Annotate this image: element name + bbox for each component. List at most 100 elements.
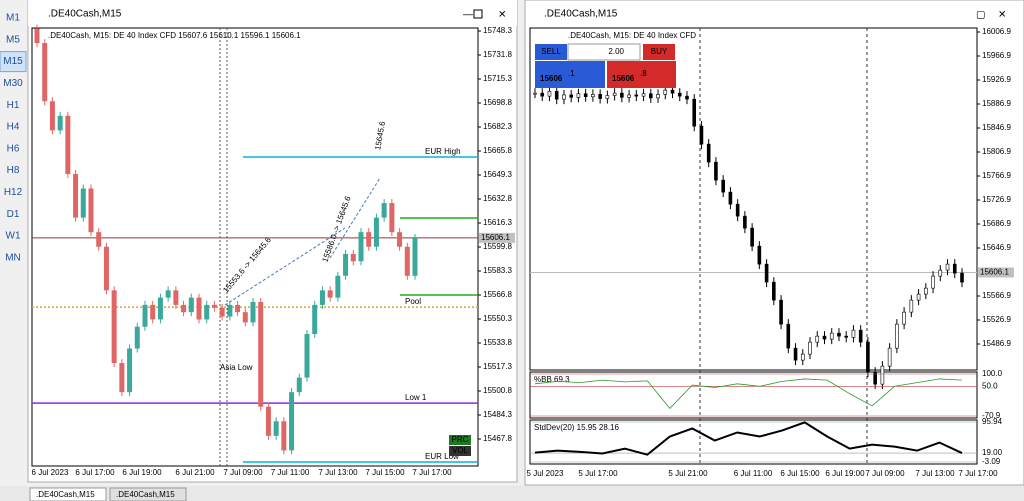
- candle: [412, 237, 418, 276]
- candle: [822, 335, 827, 340]
- candle: [57, 115, 63, 131]
- y-tick-label: 15467.8: [483, 434, 512, 443]
- y-tick-label: 19.00: [982, 448, 1003, 457]
- left-header: .DE40Cash, M15: DE 40 Index CFD 15607.6 …: [48, 31, 301, 40]
- bid-frac: .1: [568, 69, 575, 78]
- candle: [211, 304, 217, 308]
- candle: [569, 94, 573, 98]
- candle: [312, 304, 318, 334]
- candle: [670, 89, 675, 94]
- candle: [808, 341, 812, 355]
- timeframe-button[interactable]: MN: [5, 252, 21, 263]
- candle: [779, 299, 783, 325]
- candle: [389, 203, 395, 233]
- candle: [931, 275, 935, 289]
- candle: [721, 179, 725, 193]
- buy-label: BUY: [651, 47, 668, 56]
- y-tick-label: -70.9: [982, 411, 1001, 420]
- timeframe-button[interactable]: H8: [7, 165, 20, 176]
- tab[interactable]: [29, 487, 107, 501]
- y-tick-label: 15846.9: [982, 123, 1011, 132]
- chart-button-label: VOL: [452, 446, 469, 455]
- candle: [73, 173, 79, 218]
- x-tick-label: 7 Jul 17:00: [412, 468, 452, 477]
- x-tick-label: 6 Jul 17:00: [75, 468, 115, 477]
- timeframe-button[interactable]: H12: [4, 187, 23, 198]
- current-price-box: [978, 267, 1014, 278]
- candle: [250, 301, 256, 323]
- candle: [181, 304, 187, 313]
- candle: [772, 281, 776, 301]
- y-tick-label: 15731.8: [483, 50, 512, 59]
- y-tick-label: 15665.8: [483, 146, 512, 155]
- candle: [677, 92, 682, 97]
- level-label: Pool: [405, 297, 421, 306]
- timeframe-button[interactable]: D1: [7, 209, 20, 220]
- close[interactable]: ✕: [498, 10, 506, 21]
- x-tick-label: 6 Jul 21:00: [175, 468, 215, 477]
- candle: [49, 101, 55, 131]
- candle: [960, 272, 964, 283]
- candle: [764, 263, 769, 283]
- y-tick-label: 15715.3: [483, 74, 512, 83]
- x-tick-label: 6 Jul 11:00: [734, 469, 773, 478]
- close[interactable]: ✕: [998, 10, 1006, 21]
- candle: [627, 94, 631, 98]
- level-label: EUR High: [425, 147, 461, 156]
- chart-button[interactable]: [449, 435, 471, 445]
- right-title: .DE40Cash,M15: [544, 9, 618, 20]
- timeframe-button[interactable]: H6: [7, 143, 20, 154]
- ask-frac: .8: [640, 69, 647, 78]
- x-tick-label: 7 Jul 11:00: [271, 468, 310, 477]
- x-tick-label: 6 Jul 19:00: [825, 469, 865, 478]
- right-header: .DE40Cash, M15: DE 40 Index CFD: [568, 31, 696, 40]
- timeframe-button[interactable]: W1: [6, 231, 21, 242]
- y-tick-label: 15806.9: [982, 147, 1011, 156]
- candle: [335, 275, 341, 298]
- candle: [373, 217, 379, 247]
- current-price-box: [479, 232, 515, 243]
- y-tick-label: 15526.9: [982, 315, 1011, 324]
- y-tick-label: 15599.8: [483, 242, 512, 251]
- y-tick-label: 15632.8: [483, 194, 512, 203]
- projection: [224, 227, 346, 306]
- bb-plot: [529, 371, 978, 419]
- y-tick-label: 15766.9: [982, 171, 1011, 180]
- lot-input[interactable]: [567, 43, 641, 61]
- timeframe-button[interactable]: M5: [6, 34, 20, 45]
- candle: [562, 94, 566, 100]
- timeframe-button[interactable]: M1: [6, 13, 20, 24]
- candle: [916, 293, 921, 301]
- candle: [358, 232, 364, 262]
- bid-box[interactable]: [535, 61, 605, 88]
- tab[interactable]: [109, 487, 187, 501]
- candle: [127, 348, 133, 393]
- timeframe-button[interactable]: H4: [7, 122, 20, 133]
- candle: [366, 232, 372, 247]
- y-tick-label: 95.94: [982, 417, 1003, 426]
- buy-button[interactable]: [643, 44, 675, 60]
- y-tick-label: 15550.3: [483, 314, 512, 323]
- ask-box[interactable]: [607, 61, 676, 88]
- chart-button[interactable]: [449, 446, 471, 456]
- candle: [258, 301, 264, 407]
- candle: [750, 227, 754, 247]
- candle: [533, 92, 537, 95]
- sell-label: SELL: [541, 47, 561, 56]
- candle: [219, 307, 225, 317]
- timeframe-button[interactable]: M15: [3, 56, 23, 67]
- maximize[interactable]: [473, 9, 483, 19]
- timeframe-button[interactable]: M30: [3, 78, 23, 89]
- candle: [227, 304, 233, 317]
- tab-bar: [0, 486, 1024, 501]
- y-tick-label: 15926.9: [982, 75, 1011, 84]
- candle: [554, 91, 559, 100]
- restore[interactable]: ▢: [976, 10, 985, 21]
- minimize[interactable]: —: [463, 10, 473, 21]
- bid-main: 15606: [540, 74, 563, 83]
- timeframe-button[interactable]: H1: [7, 100, 20, 111]
- candle: [663, 89, 668, 95]
- sell-button[interactable]: [535, 44, 567, 60]
- x-tick-label: 6 Jul 15:00: [780, 469, 820, 478]
